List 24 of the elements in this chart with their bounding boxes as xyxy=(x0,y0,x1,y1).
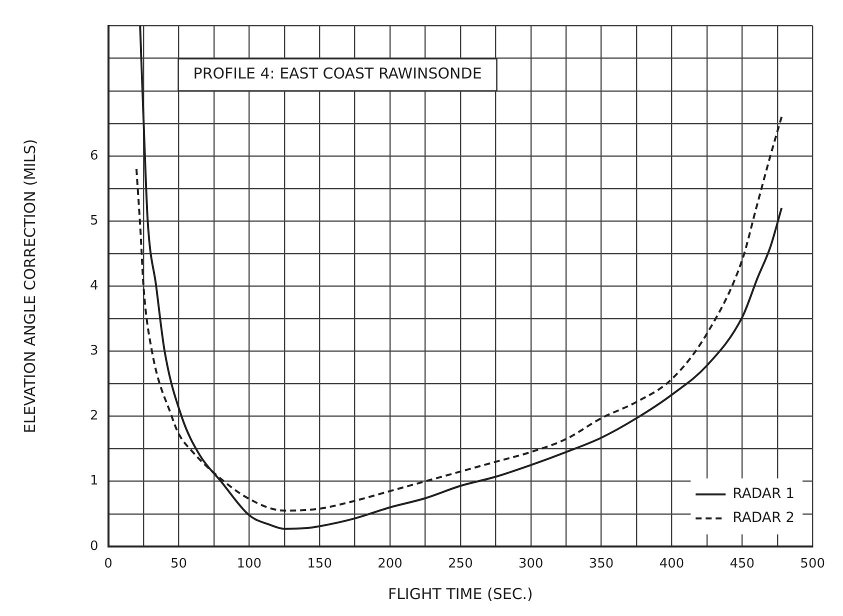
x-tick-label: 0 xyxy=(104,556,112,572)
x-axis-title: FLIGHT TIME (SEC.) xyxy=(388,584,533,603)
x-tick-label: 450 xyxy=(730,556,755,572)
x-tick-label: 100 xyxy=(236,556,262,572)
x-tick-label: 500 xyxy=(800,556,826,572)
x-tick-label: 350 xyxy=(588,556,614,572)
x-tick-label: 50 xyxy=(170,556,187,572)
y-tick-label: 2 xyxy=(90,408,98,424)
y-tick-label: 6 xyxy=(90,148,98,164)
line-series xyxy=(139,26,783,530)
legend-label: RADAR 1 xyxy=(732,486,795,502)
x-tick-label: 200 xyxy=(378,556,402,572)
legend-label: RADAR 2 xyxy=(732,510,795,526)
y-tick-label: 0 xyxy=(90,538,98,554)
x-tick-label: 400 xyxy=(659,556,684,572)
text: PROFILE 4: EAST COAST RAWINSONDE xyxy=(193,64,482,83)
y-tick-label: 1 xyxy=(90,474,98,489)
x-tick-label: 250 xyxy=(448,556,473,572)
x-tick-label: 300 xyxy=(518,556,544,572)
y-axis-title: ELEVATION ANGLE CORRECTION (MILS) xyxy=(20,138,39,434)
y-tick-label: 5 xyxy=(90,213,98,228)
y-tick-label: 3 xyxy=(90,344,98,359)
x-tick-label: 150 xyxy=(307,556,332,572)
y-tick-label: 4 xyxy=(90,278,98,294)
